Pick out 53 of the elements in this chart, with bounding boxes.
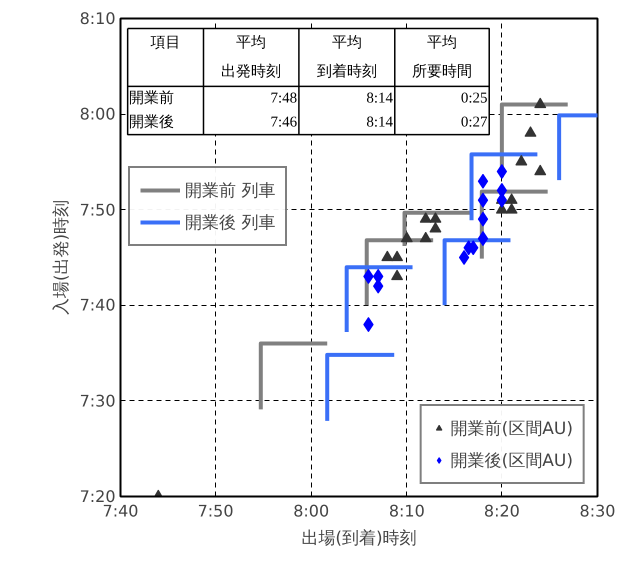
annotation: 出発時刻 — [221, 62, 282, 80]
annotation: 平均 — [236, 34, 266, 51]
point — [506, 203, 518, 214]
annotation: 平均 — [332, 34, 362, 51]
point — [524, 126, 536, 137]
point — [400, 232, 413, 242]
point — [515, 154, 528, 166]
x-tick-label: 8:00 — [293, 502, 330, 520]
legend-label: 開業後 列車 — [185, 212, 276, 234]
y-tick-label: 7:50 — [80, 200, 116, 220]
legend-label: 開業前(区間AU) — [450, 418, 573, 440]
point — [363, 317, 374, 332]
legend-label: 開業後(区間AU) — [450, 450, 573, 472]
point — [420, 232, 432, 242]
y-tick-label: 7:30 — [80, 391, 116, 410]
point — [381, 250, 394, 262]
annotation: 0:27 — [460, 114, 488, 130]
point — [391, 250, 404, 262]
point — [534, 98, 546, 108]
annotation: 8:14 — [366, 90, 394, 106]
point — [429, 222, 442, 233]
annotation: 開業前 — [128, 89, 174, 106]
x-tick-label: 8:30 — [580, 502, 616, 520]
annotation: 項目 — [150, 34, 181, 51]
annotation: 0:25 — [460, 90, 488, 106]
annotation: 開業後 — [128, 113, 174, 130]
x-axis-title: 出場(到着)時刻 — [301, 528, 417, 548]
y-tick-label: 7:40 — [80, 296, 116, 315]
x-tick-label: 8:10 — [388, 502, 425, 520]
legend-label: 開業前 列車 — [185, 180, 276, 202]
point — [478, 174, 488, 189]
annotation: 平均 — [427, 34, 457, 51]
x-tick-label: 8:20 — [484, 502, 520, 520]
point — [534, 164, 546, 176]
point — [420, 212, 432, 223]
point — [391, 270, 404, 280]
point — [506, 193, 518, 204]
point — [496, 164, 508, 180]
point — [429, 212, 442, 223]
y-axis-title: 入場(出発)時刻 — [52, 200, 72, 316]
point — [458, 250, 470, 265]
annotation: 8:14 — [366, 114, 394, 130]
x-tick-label: 7:50 — [198, 502, 234, 520]
point — [363, 268, 374, 284]
annotation: 7:48 — [270, 90, 298, 106]
annotation: 到着時刻 — [316, 62, 377, 80]
y-tick-label: 8:00 — [80, 104, 116, 124]
point — [478, 231, 488, 246]
point — [478, 192, 488, 208]
annotation: 所要時間 — [412, 62, 472, 80]
y-tick-label: 8:10 — [80, 9, 116, 28]
point — [478, 212, 488, 227]
annotation: 7:46 — [270, 114, 298, 130]
